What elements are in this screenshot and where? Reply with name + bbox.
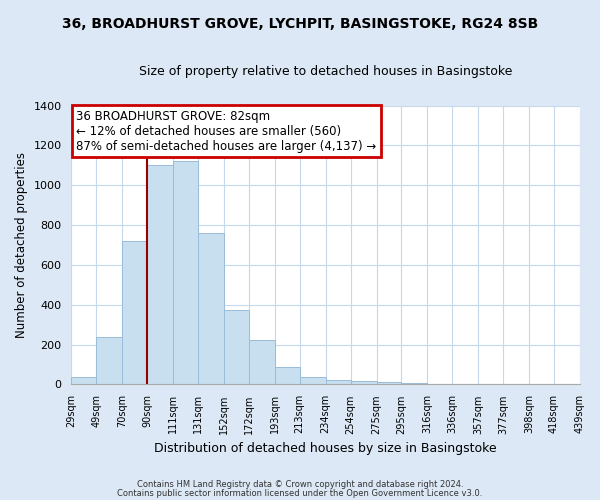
Bar — [71, 378, 96, 384]
Bar — [275, 366, 299, 384]
Bar — [249, 340, 275, 384]
Bar — [326, 380, 350, 384]
Bar — [122, 241, 147, 384]
Text: Contains HM Land Registry data © Crown copyright and database right 2024.: Contains HM Land Registry data © Crown c… — [137, 480, 463, 489]
Bar — [350, 382, 377, 384]
X-axis label: Distribution of detached houses by size in Basingstoke: Distribution of detached houses by size … — [154, 442, 497, 455]
Bar — [299, 378, 326, 384]
Bar — [198, 233, 224, 384]
Bar — [147, 166, 173, 384]
Bar — [96, 336, 122, 384]
Text: Contains public sector information licensed under the Open Government Licence v3: Contains public sector information licen… — [118, 488, 482, 498]
Text: 36 BROADHURST GROVE: 82sqm
← 12% of detached houses are smaller (560)
87% of sem: 36 BROADHURST GROVE: 82sqm ← 12% of deta… — [76, 110, 377, 152]
Bar — [377, 382, 401, 384]
Title: Size of property relative to detached houses in Basingstoke: Size of property relative to detached ho… — [139, 65, 512, 78]
Y-axis label: Number of detached properties: Number of detached properties — [15, 152, 28, 338]
Text: 36, BROADHURST GROVE, LYCHPIT, BASINGSTOKE, RG24 8SB: 36, BROADHURST GROVE, LYCHPIT, BASINGSTO… — [62, 18, 538, 32]
Bar — [173, 162, 198, 384]
Bar — [224, 310, 249, 384]
